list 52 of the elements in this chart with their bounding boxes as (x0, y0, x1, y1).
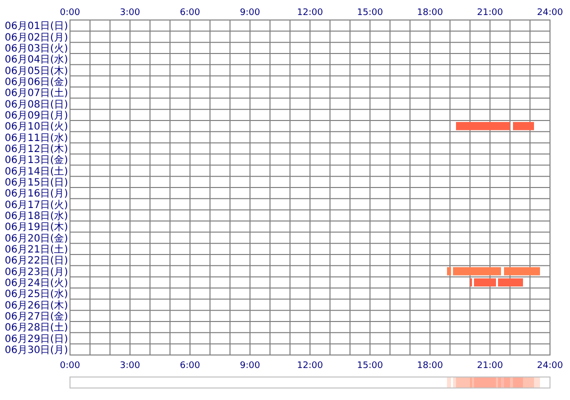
x2-tick-label: 15:00 (357, 361, 384, 371)
y-tick-label: 06月01日(日) (4, 21, 68, 32)
y-tick-label: 06月19日(木) (4, 221, 68, 234)
y-tick-label: 06月12日(木) (4, 142, 68, 155)
y-tick-label: 06月03日(火) (4, 42, 68, 54)
y-tick-label: 06月02日(月) (4, 32, 68, 44)
y-tick-label: 06月15日(日) (4, 177, 68, 188)
y-tick-label: 06月14日(土) (4, 165, 68, 178)
x-tick-label: 21:00 (477, 8, 504, 18)
bar (474, 278, 496, 286)
x2-tick-label: 21:00 (477, 361, 504, 371)
x-tick-label: 24:00 (537, 8, 564, 18)
y-tick-label: 06月28日(土) (4, 322, 68, 334)
y-tick-label: 06月11日(水) (4, 132, 68, 144)
y-tick-label: 06月20日(金) (4, 232, 68, 244)
y-tick-label: 06月22日(日) (4, 256, 68, 267)
y-tick-label: 06月07日(土) (4, 87, 68, 100)
y-tick-label: 06月27日(金) (4, 310, 68, 322)
x-tick-label: 6:00 (180, 8, 200, 18)
x2-tick-label: 12:00 (297, 361, 324, 371)
y-tick-label: 06月30日(月) (4, 344, 68, 356)
x-tick-label: 0:00 (60, 8, 80, 18)
y-tick-label: 06月10日(火) (4, 120, 68, 133)
y-tick-label: 06月08日(日) (4, 99, 68, 110)
y-tick-label: 06月26日(木) (4, 299, 68, 312)
x-tick-label: 3:00 (120, 8, 140, 18)
x2-tick-label: 6:00 (180, 361, 200, 371)
x2-tick-label: 18:00 (417, 361, 444, 371)
x-tick-label: 15:00 (357, 8, 384, 18)
x2-tick-label: 24:00 (537, 361, 564, 371)
y-tick-label: 06月04日(水) (4, 54, 68, 66)
y-tick-label: 06月23日(月) (4, 266, 68, 278)
bar (504, 267, 540, 276)
y-tick-label: 06月29日(日) (4, 334, 68, 345)
y-tick-label: 06月09日(月) (4, 110, 68, 122)
x-tick-label: 18:00 (417, 8, 444, 18)
x2-tick-label: 0:00 (60, 361, 80, 371)
y-tick-label: 06月18日(水) (4, 210, 68, 222)
y-tick-label: 06月06日(金) (4, 76, 68, 88)
y-tick-label: 06月21日(土) (4, 243, 68, 256)
x2-tick-label: 3:00 (120, 361, 140, 371)
bar (513, 122, 534, 130)
y-tick-label: 06月25日(水) (4, 288, 68, 300)
x-tick-label: 12:00 (297, 8, 324, 18)
bar (456, 122, 510, 130)
x-tick-label: 9:00 (240, 8, 260, 18)
y-tick-label: 06月24日(火) (4, 276, 68, 289)
y-tick-label: 06月13日(金) (4, 154, 68, 166)
y-tick-label: 06月05日(木) (4, 64, 68, 77)
y-tick-label: 06月16日(月) (4, 188, 68, 200)
x2-tick-label: 9:00 (240, 361, 260, 371)
y-tick-label: 06月17日(火) (4, 198, 68, 211)
